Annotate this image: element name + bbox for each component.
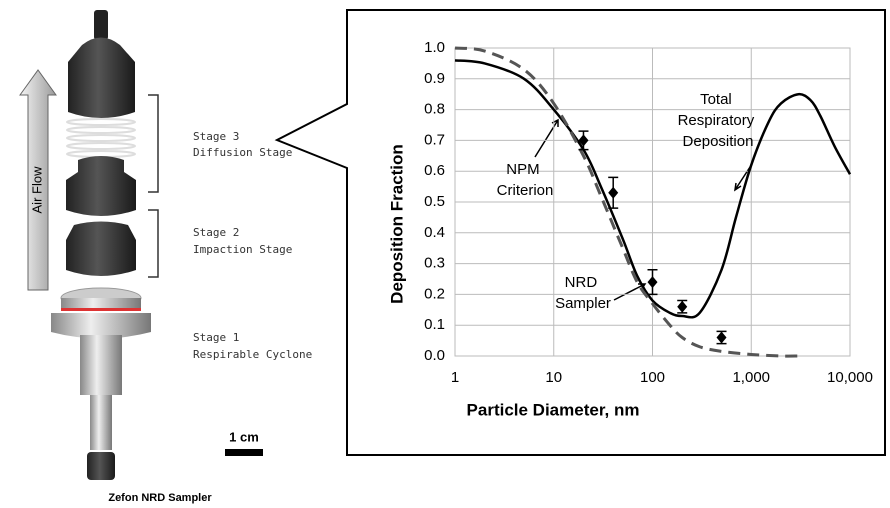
- part: [87, 452, 115, 480]
- marker: [647, 276, 658, 289]
- x-axis-title: Particle Diameter, nm: [467, 400, 640, 419]
- y-tick-label: 1.0: [424, 39, 445, 56]
- y-axis-title: Deposition Fraction: [387, 144, 406, 304]
- data-point: [716, 330, 727, 345]
- part: [51, 313, 151, 339]
- series-label: NRD Sampler: [555, 274, 611, 312]
- part: [90, 395, 112, 450]
- y-tick-label: 0.4: [424, 224, 445, 241]
- series-label: Total Respiratory Deposition: [678, 91, 759, 150]
- scale-bar: [225, 449, 263, 456]
- y-tick-label: 0.3: [424, 255, 445, 272]
- x-tick-label: 10,000: [827, 369, 873, 386]
- part: [68, 37, 135, 118]
- y-tick-label: 0.1: [424, 316, 445, 333]
- stage-name: Diffusion Stage: [193, 146, 292, 159]
- marker: [677, 300, 688, 313]
- marker: [716, 331, 727, 344]
- caption: Zefon NRD Sampler: [108, 492, 212, 504]
- part: [66, 221, 136, 276]
- data-point: [647, 269, 658, 296]
- x-tick-label: 10: [545, 369, 562, 386]
- y-tick-label: 0.2: [424, 285, 445, 302]
- y-tick-label: 0.7: [424, 131, 445, 148]
- part: [66, 156, 136, 216]
- x-tick-label: 100: [640, 369, 665, 386]
- y-tick-label: 0.8: [424, 101, 445, 118]
- air-flow-label: Air Flow: [29, 166, 44, 214]
- y-tick-label: 0.9: [424, 70, 445, 87]
- stage-name: Impaction Stage: [193, 243, 292, 256]
- stage-name: Respirable Cyclone: [193, 348, 312, 361]
- part: [61, 298, 141, 310]
- y-tick-label: 0.5: [424, 193, 445, 210]
- series-line: [454, 46, 799, 358]
- stage-label: Stage 3: [193, 130, 239, 143]
- bracket: [148, 94, 159, 278]
- part: [94, 10, 108, 40]
- series-line: [454, 59, 852, 319]
- stage-label: Stage 1: [193, 331, 239, 344]
- marker: [608, 186, 619, 199]
- air-flow-arrow: [19, 69, 57, 291]
- part: [80, 335, 122, 395]
- series-label: NPM Criterion: [497, 161, 554, 199]
- x-tick-label: 1,000: [732, 369, 770, 386]
- scale-bar-label: 1 cm: [229, 429, 259, 444]
- sampler-diagram: Air Flow Stage 3 Diffusion Stage Stage 2…: [19, 10, 312, 504]
- marker: [578, 134, 589, 147]
- data-point: [578, 130, 589, 151]
- stage-label: Stage 2: [193, 226, 239, 239]
- data-point: [677, 299, 688, 314]
- y-tick-label: 0.6: [424, 162, 445, 179]
- data-point: [608, 176, 619, 209]
- diffusion-screens: [66, 118, 136, 158]
- y-tick-label: 0.0: [424, 347, 445, 364]
- part: [61, 308, 141, 311]
- x-tick-label: 1: [451, 369, 459, 386]
